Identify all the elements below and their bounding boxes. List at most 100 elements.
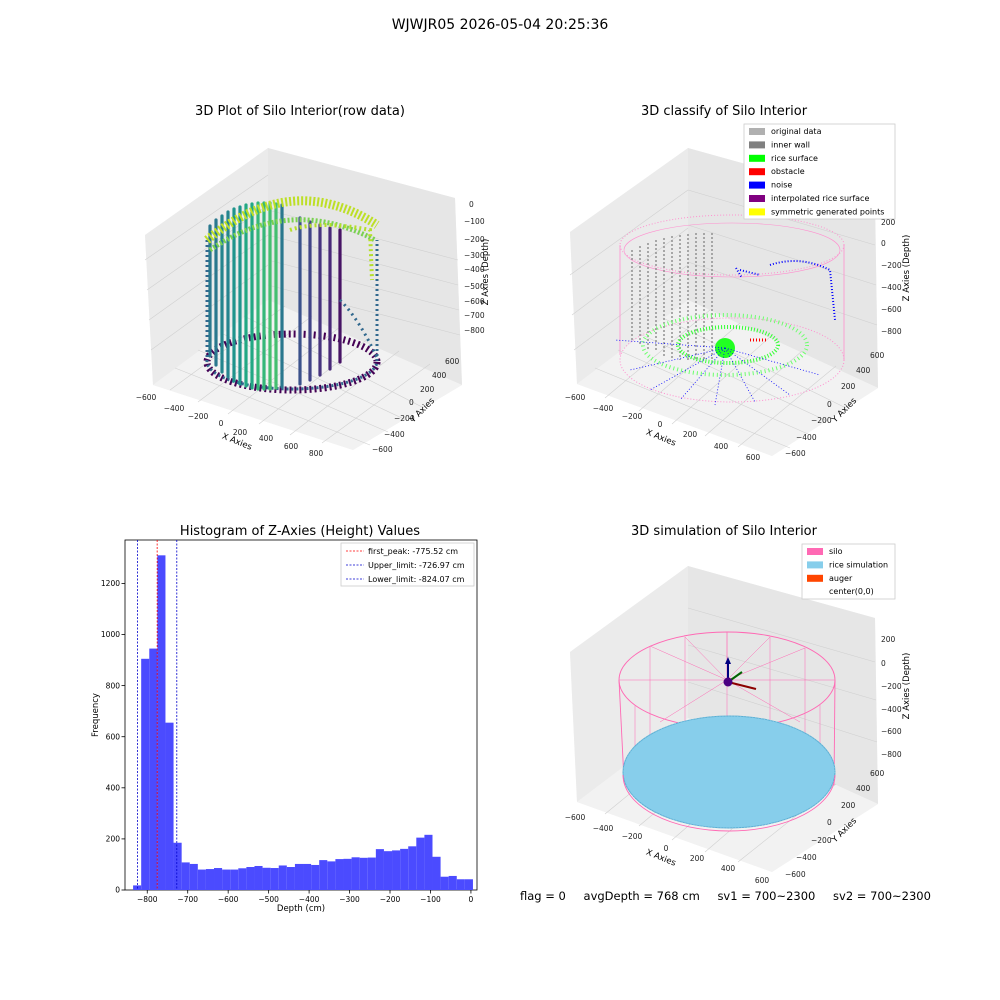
- panel2-xtick: −400: [593, 404, 614, 413]
- panel2-ytick: 600: [870, 351, 885, 360]
- histogram-y-ticks: 0 200 400 600 800 1000 1200: [101, 579, 125, 895]
- panel2-zlabel: Z Axies (Depth): [902, 235, 912, 302]
- panel1-ztick: −700: [464, 311, 485, 320]
- legend-upper-limit: Upper_limit: -726.97 cm: [368, 561, 465, 570]
- panel2-tick-labels: −600 −400 −200 0 200 400 600 −600 −400 −…: [565, 218, 902, 462]
- legend-swatch: [749, 195, 765, 202]
- panel4-ztick: −400: [881, 705, 902, 714]
- legend-label: center(0,0): [829, 587, 874, 596]
- panel1-xtick: 0: [219, 419, 224, 428]
- panel1-xtick: −600: [136, 393, 157, 402]
- histogram-x-tick-label: −200: [380, 895, 401, 904]
- histogram-bar: [311, 864, 320, 890]
- panel1-xtick: −400: [164, 404, 185, 413]
- panel2-xtick: −200: [622, 412, 643, 421]
- histogram-bar: [432, 856, 441, 890]
- sv1-value: sv1 = 700~2300: [717, 889, 816, 903]
- panel2-ytick: −200: [811, 416, 832, 425]
- panel1-ytick: −200: [394, 414, 415, 423]
- panel1-xtick: 800: [309, 449, 324, 458]
- histogram-bar: [303, 863, 312, 890]
- panel1-ytick: 400: [432, 371, 447, 380]
- histogram-bar: [343, 858, 352, 890]
- panel4-xtick: 600: [755, 876, 770, 885]
- panel4-zlabel: Z Axies (Depth): [902, 653, 912, 720]
- panel2-ytick: −400: [796, 433, 817, 442]
- legend-label: silo: [829, 547, 843, 556]
- status-line: flag = 0 avgDepth = 768 cm sv1 = 700~230…: [520, 889, 945, 903]
- panel2-ztick: −200: [881, 261, 902, 270]
- panel1-xtick: 600: [284, 442, 299, 451]
- histogram-bar: [359, 857, 368, 890]
- panel2-xlabel: X Axies: [644, 428, 677, 449]
- panel4-ytick: 200: [841, 801, 856, 810]
- histogram-bar: [440, 876, 449, 890]
- panel1-raw-points: [203, 196, 381, 394]
- histogram-ylabel: Frequency: [91, 693, 101, 737]
- legend-swatch: [749, 208, 765, 216]
- legend-swatch: [749, 181, 765, 189]
- panel1-xtick: −200: [188, 412, 209, 421]
- panel4-ytick: −400: [796, 853, 817, 862]
- panel4-ytick: −600: [785, 870, 806, 879]
- panel1-chart: −600 −400 −200 0 200 400 600 800 −600 −4…: [136, 148, 491, 458]
- legend-label: rice surface: [771, 154, 818, 163]
- histogram-bar: [424, 834, 433, 890]
- panel4-ztick: −200: [881, 682, 902, 691]
- histogram-bar: [464, 879, 473, 890]
- panel4-xtick: −200: [622, 832, 643, 841]
- panel4-title: 3D simulation of Silo Interior: [631, 524, 817, 539]
- legend-swatch: [807, 574, 823, 582]
- panel1-xtick: 400: [259, 434, 274, 443]
- histogram-reference-lines: [137, 540, 178, 890]
- histogram-x-tick-label: −100: [420, 895, 441, 904]
- panel4-rice-surface: [622, 715, 836, 832]
- panel2-xtick: −600: [565, 393, 586, 402]
- legend-label: obstacle: [771, 167, 805, 176]
- histogram-x-tick-label: −400: [299, 895, 320, 904]
- panel4-center-marker: [723, 657, 757, 690]
- histogram-bar: [278, 865, 287, 890]
- histogram-bar: [335, 859, 344, 890]
- histogram-bar: [230, 869, 239, 890]
- panel1-ztick: −800: [464, 326, 485, 335]
- histogram-x-tick-label: −500: [258, 895, 279, 904]
- panel4-ytick: 400: [856, 784, 871, 793]
- panel2-ytick: −600: [785, 449, 806, 458]
- panel2-xtick: 200: [683, 430, 698, 439]
- panel1-ytick: 0: [409, 398, 414, 407]
- panel2-xtick: 600: [746, 453, 761, 462]
- panel1-ztick: −100: [464, 217, 485, 226]
- panel4-tick-labels: −600 −400 −200 0 200 400 600 −600 −400 −…: [565, 635, 902, 885]
- histogram-bar: [197, 869, 206, 890]
- legend-label: noise: [771, 181, 792, 190]
- panel4-ztick: −600: [881, 727, 902, 736]
- panel1-ytick: 600: [445, 357, 460, 366]
- histogram-bar: [189, 863, 198, 890]
- histogram-y-tick-label: 1200: [101, 579, 120, 588]
- panel3-chart: −800 −700 −600 −500 −400 −300 −200 −100 0 0 200 40…: [91, 539, 478, 914]
- panel4-ytick: 0: [827, 818, 832, 827]
- panel2-chart: original data inner wall rice surface obsta…: [565, 123, 912, 462]
- histogram-bar: [181, 862, 190, 890]
- histogram-bar: [205, 869, 215, 890]
- flag-value: flag = 0: [520, 889, 566, 903]
- panel2-axes-box: [569, 148, 878, 456]
- panel4-legend: silo rice simulation auger center(0,0): [801, 543, 896, 600]
- panel4-ztick: 0: [881, 659, 886, 668]
- histogram-bar: [456, 879, 465, 890]
- histogram-bar: [214, 868, 223, 890]
- histogram-bar: [351, 857, 360, 890]
- histogram-bar: [254, 865, 263, 890]
- histogram-x-tick-label: −700: [177, 895, 198, 904]
- histogram-bar: [238, 868, 247, 890]
- histogram-y-tick-label: 800: [106, 681, 121, 690]
- histogram-y-tick-label: 0: [115, 886, 120, 895]
- legend-label: symmetric generated points: [771, 207, 884, 216]
- panel1-xtick: 200: [233, 428, 248, 437]
- panel4-chart: silo rice simulation auger center(0,0) −600…: [565, 543, 912, 885]
- panel2-xtick: 400: [714, 442, 729, 451]
- panel3-title: Histogram of Z-Axies (Height) Values: [179, 524, 421, 539]
- panel4-xlabel: X Axies: [644, 848, 677, 869]
- legend-swatch: [749, 168, 765, 176]
